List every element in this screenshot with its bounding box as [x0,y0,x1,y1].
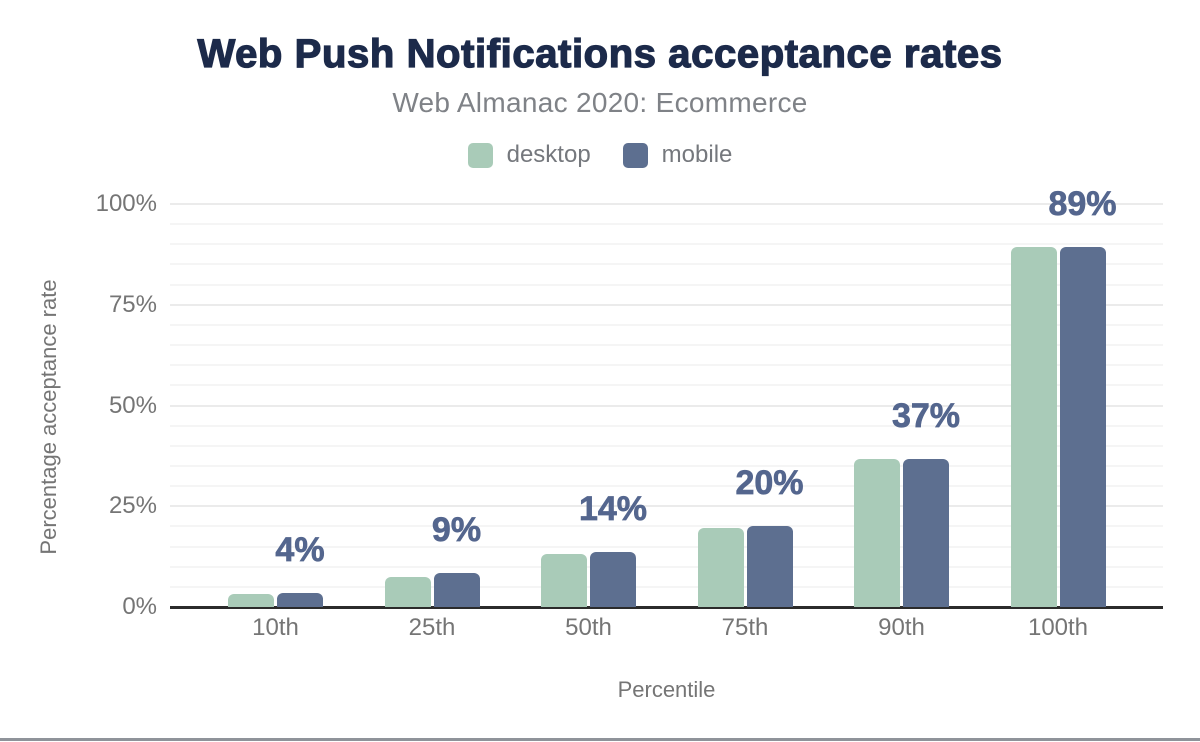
minor-gridline-95 [170,223,1163,226]
minor-gridline-5 [170,585,1163,588]
major-gridline-25 [170,505,1163,508]
x-tick-label-25th: 25th [408,614,456,641]
minor-gridline-20 [170,525,1163,528]
minor-gridline-80 [170,283,1163,286]
minor-gridline-40 [170,444,1163,447]
plot-area: 4% 9% 14% 20% 37% 89% [170,187,1163,609]
minor-gridline-65 [170,344,1163,347]
y-tick-label-75: 75% [108,290,157,318]
bar-desktop-90th[interactable] [854,458,900,607]
minor-gridline-55 [170,384,1163,387]
major-gridline-75 [170,303,1163,306]
y-tick-label-25: 25% [108,492,157,520]
bar-desktop-100th[interactable] [1010,247,1057,607]
legend-item-desktop[interactable]: desktop [467,141,591,169]
value-label-100th: 89% [1048,185,1117,224]
x-axis-title: Percentile [617,677,716,702]
bar-desktop-75th[interactable] [697,528,744,607]
minor-gridline-45 [170,424,1163,427]
x-tick-label-75th: 75th [721,614,769,641]
value-label-10th: 4% [275,531,325,570]
major-gridline-50 [170,404,1163,407]
bar-mobile-100th[interactable] [1059,247,1106,607]
x-tick-label-90th: 90th [878,614,925,641]
x-tick-label-100th: 100th [1027,614,1089,641]
y-tick-label-100: 100% [95,190,157,217]
bar-mobile-10th[interactable] [277,593,323,607]
minor-gridline-60 [170,364,1163,367]
bottom-divider [0,738,1200,741]
bar-desktop-10th[interactable] [228,593,274,607]
mobile-swatch-icon [622,142,648,168]
bar-mobile-25th[interactable] [433,572,480,607]
bar-mobile-75th[interactable] [746,526,793,607]
legend-label-mobile: mobile [661,141,733,168]
value-label-90th: 37% [891,396,961,435]
x-axis-baseline [170,606,1163,609]
x-tick-label-50th: 50th [565,614,612,641]
desktop-swatch-icon [467,142,493,168]
minor-gridline-30 [170,485,1163,488]
minor-gridline-15 [170,545,1163,548]
chart-subtitle: Web Almanac 2020: Ecommerce [392,87,808,118]
value-label-50th: 14% [578,490,648,529]
legend-item-mobile[interactable]: mobile [622,141,733,169]
major-gridline-100 [170,203,1163,205]
bar-mobile-90th[interactable] [903,458,949,607]
y-tick-label-50: 50% [108,391,157,419]
x-tick-label-10th: 10th [252,614,299,641]
y-tick-label-0: 0% [122,593,157,620]
bar-mobile-50th[interactable] [590,552,636,607]
legend-label-desktop: desktop [506,141,591,168]
value-label-75th: 20% [735,464,804,502]
minor-gridline-35 [170,464,1163,467]
value-label-25th: 9% [431,510,482,549]
minor-gridline-85 [170,263,1163,266]
minor-gridline-70 [170,323,1163,326]
bar-desktop-50th[interactable] [541,554,587,607]
chart-title: Web Push Notifications acceptance rates [197,31,1003,76]
legend: desktop mobile [0,141,1200,169]
bar-desktop-25th[interactable] [384,577,431,607]
minor-gridline-10 [170,565,1163,568]
minor-gridline-90 [170,243,1163,246]
